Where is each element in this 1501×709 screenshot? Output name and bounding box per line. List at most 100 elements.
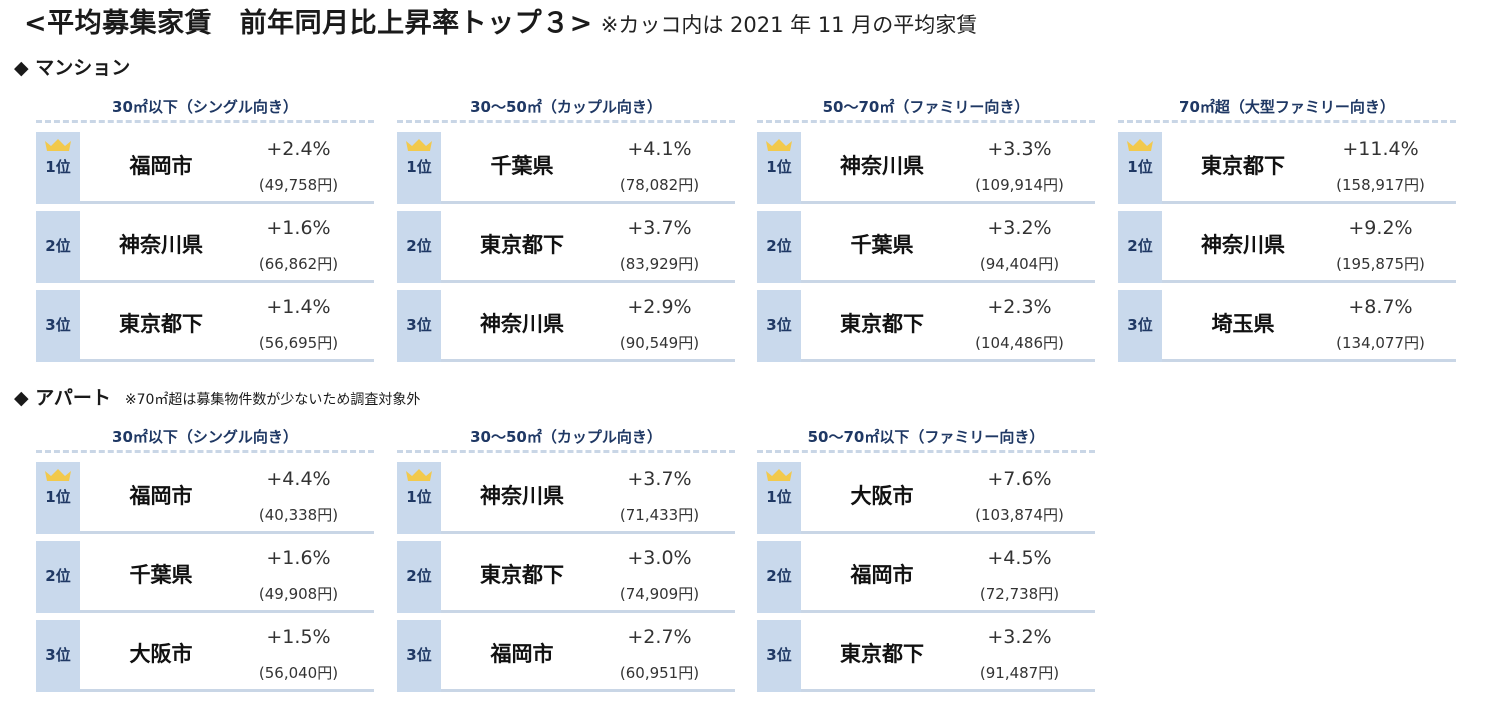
crown-icon <box>766 139 792 151</box>
area-name: 神奈川県 <box>840 154 924 178</box>
average-rent: (60,951円) <box>619 664 700 682</box>
average-rent: (158,917円) <box>1336 176 1425 194</box>
ranking-row: 3位 埼玉県 +8.7% (134,077円) <box>1118 290 1456 362</box>
average-rent: (56,040円) <box>258 664 339 682</box>
section-label-apartment: ◆ アパート ※70㎡超は募集物件数が少ないため調査対象外 <box>14 384 420 412</box>
ranking-list: 1位 大阪市 +7.6% (103,874円) 2位 福岡市 +4.5% (72,738円) 3… <box>757 462 1095 692</box>
rank-cell: 2位 <box>1118 211 1162 283</box>
area-name: 福岡市 <box>129 484 193 508</box>
average-rent: (71,433円) <box>619 506 700 524</box>
rank-label: 3位 <box>766 316 792 334</box>
ranking-row: 3位 東京都下 +1.4% (56,695円) <box>36 290 374 362</box>
rank-cell: 1位 <box>757 132 801 204</box>
section-label-text: ◆ マンション <box>14 57 131 79</box>
area-name: 東京都下 <box>480 233 564 257</box>
area-name: 大阪市 <box>850 484 914 508</box>
rank-label: 2位 <box>406 237 432 255</box>
rank-label: 3位 <box>766 646 792 664</box>
area-name: 東京都下 <box>119 312 203 336</box>
growth-rate: +1.5% <box>266 626 331 648</box>
growth-rate: +2.9% <box>627 296 692 318</box>
ranking-panel: 30㎡以下（シングル向き） 1位 福岡市 +2.4% (49,758円) 2位 神奈川県 +1… <box>36 94 374 369</box>
rank-label: 1位 <box>766 158 792 176</box>
area-name: 東京都下 <box>840 312 924 336</box>
rank-label: 1位 <box>45 158 71 176</box>
rank-label: 2位 <box>1127 237 1153 255</box>
panel-header: 30㎡以下（シングル向き） <box>36 424 374 453</box>
growth-rate: +11.4% <box>1342 138 1419 160</box>
rank-cell: 3位 <box>36 290 80 362</box>
average-rent: (91,487円) <box>979 664 1060 682</box>
growth-rate: +3.7% <box>627 468 692 490</box>
crown-icon <box>406 139 432 151</box>
crown-icon <box>1127 139 1153 151</box>
growth-rate: +4.1% <box>627 138 692 160</box>
ranking-list: 1位 東京都下 +11.4% (158,917円) 2位 神奈川県 +9.2% (195,87… <box>1118 132 1456 362</box>
panel-header: 50～70㎡以下（ファミリー向き） <box>757 424 1095 453</box>
rank-label: 1位 <box>406 488 432 506</box>
growth-rate: +3.2% <box>987 626 1052 648</box>
rank-cell: 1位 <box>36 132 80 204</box>
area-name: 千葉県 <box>490 154 554 178</box>
ranking-row: 2位 東京都下 +3.0% (74,909円) <box>397 541 735 613</box>
rank-label: 3位 <box>1127 316 1153 334</box>
average-rent: (90,549円) <box>619 334 700 352</box>
rank-cell: 3位 <box>1118 290 1162 362</box>
rank-cell: 1位 <box>397 132 441 204</box>
ranking-row: 2位 福岡市 +4.5% (72,738円) <box>757 541 1095 613</box>
rank-label: 1位 <box>1127 158 1153 176</box>
ranking-row: 3位 東京都下 +2.3% (104,486円) <box>757 290 1095 362</box>
growth-rate: +2.4% <box>266 138 331 160</box>
crown-icon <box>45 139 71 151</box>
average-rent: (49,758円) <box>258 176 339 194</box>
average-rent: (83,929円) <box>619 255 700 273</box>
ranking-list: 1位 千葉県 +4.1% (78,082円) 2位 東京都下 +3.7% (83,929円) 3… <box>397 132 735 362</box>
rank-label: 2位 <box>766 567 792 585</box>
ranking-list: 1位 福岡市 +2.4% (49,758円) 2位 神奈川県 +1.6% (66,862円) 3… <box>36 132 374 362</box>
panel-header: 50～70㎡（ファミリー向き） <box>757 94 1095 123</box>
area-name: 東京都下 <box>1201 154 1285 178</box>
growth-rate: +3.3% <box>987 138 1052 160</box>
ranking-row: 1位 神奈川県 +3.7% (71,433円) <box>397 462 735 534</box>
area-name: 千葉県 <box>129 563 193 587</box>
average-rent: (134,077円) <box>1336 334 1425 352</box>
growth-rate: +9.2% <box>1348 217 1413 239</box>
ranking-row: 2位 神奈川県 +1.6% (66,862円) <box>36 211 374 283</box>
rank-label: 3位 <box>45 316 71 334</box>
rank-cell: 1位 <box>1118 132 1162 204</box>
section-note: ※70㎡超は募集物件数が少ないため調査対象外 <box>124 392 421 408</box>
ranking-row: 3位 大阪市 +1.5% (56,040円) <box>36 620 374 692</box>
average-rent: (78,082円) <box>619 176 700 194</box>
ranking-panel: 30～50㎡（カップル向き） 1位 神奈川県 +3.7% (71,433円) 2位 東京都下… <box>397 424 735 699</box>
rank-cell: 2位 <box>757 541 801 613</box>
ranking-list: 1位 神奈川県 +3.7% (71,433円) 2位 東京都下 +3.0% (74,909円)… <box>397 462 735 692</box>
panel-header: 70㎡超（大型ファミリー向き） <box>1118 94 1456 123</box>
rank-cell: 3位 <box>397 290 441 362</box>
rank-label: 2位 <box>45 567 71 585</box>
ranking-row: 1位 福岡市 +2.4% (49,758円) <box>36 132 374 204</box>
rank-cell: 2位 <box>36 211 80 283</box>
ranking-panel: 50～70㎡以下（ファミリー向き） 1位 大阪市 +7.6% (103,874円) 2位 福… <box>757 424 1095 699</box>
rank-cell: 2位 <box>397 541 441 613</box>
rank-cell: 1位 <box>36 462 80 534</box>
area-name: 福岡市 <box>490 642 554 666</box>
ranking-row: 3位 福岡市 +2.7% (60,951円) <box>397 620 735 692</box>
ranking-row: 1位 千葉県 +4.1% (78,082円) <box>397 132 735 204</box>
growth-rate: +1.6% <box>266 547 331 569</box>
panel-header: 30～50㎡（カップル向き） <box>397 94 735 123</box>
crown-icon <box>766 469 792 481</box>
ranking-panel: 70㎡超（大型ファミリー向き） 1位 東京都下 +11.4% (158,917円) 2位 神… <box>1118 94 1456 369</box>
growth-rate: +4.5% <box>987 547 1052 569</box>
ranking-row: 1位 神奈川県 +3.3% (109,914円) <box>757 132 1095 204</box>
rank-label: 3位 <box>406 316 432 334</box>
average-rent: (56,695円) <box>258 334 339 352</box>
average-rent: (72,738円) <box>979 585 1060 603</box>
average-rent: (49,908円) <box>258 585 339 603</box>
growth-rate: +1.4% <box>266 296 331 318</box>
crown-icon <box>45 469 71 481</box>
ranking-row: 2位 千葉県 +3.2% (94,404円) <box>757 211 1095 283</box>
average-rent: (103,874円) <box>975 506 1064 524</box>
panel-header: 30㎡以下（シングル向き） <box>36 94 374 123</box>
area-name: 千葉県 <box>850 233 914 257</box>
growth-rate: +3.0% <box>627 547 692 569</box>
